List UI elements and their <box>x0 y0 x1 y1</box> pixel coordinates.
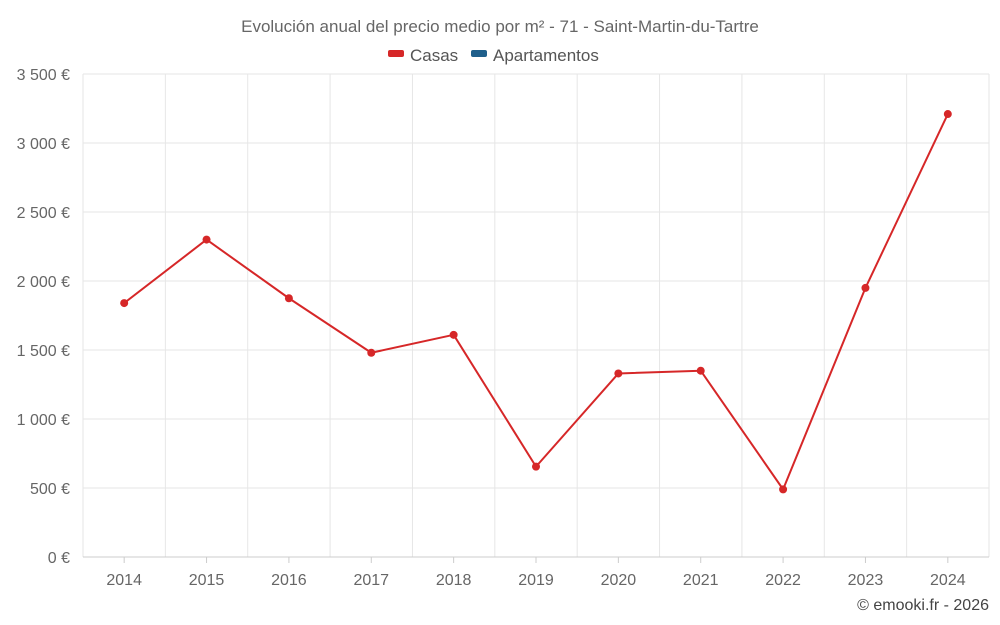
x-tick-label: 2016 <box>271 572 307 589</box>
data-point-casas-2020[interactable] <box>614 369 623 378</box>
grid <box>82 73 990 557</box>
legend-label-casas: Casas <box>410 46 458 65</box>
data-point-casas-2023[interactable] <box>861 283 870 292</box>
x-tick-label: 2017 <box>353 572 389 589</box>
y-tick-label: 500 € <box>30 481 70 498</box>
x-tick-label: 2019 <box>518 572 554 589</box>
data-point-casas-2017[interactable] <box>367 348 376 357</box>
legend-swatch-apartamentos <box>471 50 487 57</box>
legend-item-casas[interactable]: Casas <box>388 46 458 65</box>
chart-title: Evolución anual del precio medio por m² … <box>241 17 759 36</box>
data-point-casas-2019[interactable] <box>532 462 540 471</box>
x-tick-label: 2023 <box>848 572 884 589</box>
y-tick-label: 1 000 € <box>17 412 70 429</box>
y-tick-label: 2 000 € <box>17 274 70 291</box>
data-point-casas-2022[interactable] <box>779 485 788 494</box>
x-tick-label: 2022 <box>765 572 801 589</box>
x-tick-label: 2024 <box>930 572 966 589</box>
y-tick-label: 2 500 € <box>17 205 70 222</box>
x-tick-label: 2018 <box>436 572 472 589</box>
data-point-casas-2021[interactable] <box>696 366 705 375</box>
legend: Casas Apartamentos <box>388 46 599 65</box>
y-tick-label: 0 € <box>48 550 70 567</box>
legend-label-apartamentos: Apartamentos <box>493 46 599 65</box>
y-tick-label: 3 000 € <box>17 136 70 153</box>
y-tick-label: 1 500 € <box>17 343 70 360</box>
data-point-casas-2014[interactable] <box>120 299 129 308</box>
x-tick-label: 2020 <box>601 572 637 589</box>
x-tick-label: 2021 <box>683 572 719 589</box>
legend-item-apartamentos[interactable]: Apartamentos <box>471 46 599 65</box>
legend-swatch-casas <box>388 50 404 57</box>
x-tick-label: 2014 <box>106 572 142 589</box>
credit-text: © emooki.fr - 2026 <box>857 597 989 614</box>
data-point-casas-2024[interactable] <box>943 110 952 119</box>
x-tick-label: 2015 <box>189 572 225 589</box>
series-layer <box>120 110 952 494</box>
data-point-casas-2015[interactable] <box>202 235 211 244</box>
data-point-casas-2018[interactable] <box>449 330 458 339</box>
y-tick-label: 3 500 € <box>17 67 70 84</box>
axes: 0 € 500 € 1 000 € 1 500 € 2 000 € 2 500 € 3 00… <box>17 67 989 589</box>
data-point-casas-2016[interactable] <box>284 294 293 303</box>
